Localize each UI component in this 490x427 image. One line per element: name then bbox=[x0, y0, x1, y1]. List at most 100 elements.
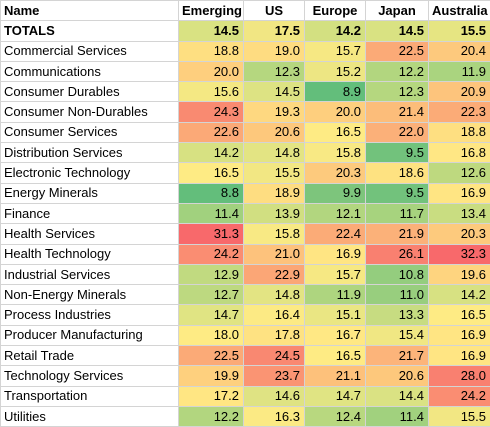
value-cell[interactable]: 12.4 bbox=[305, 406, 366, 426]
value-cell[interactable]: 28.0 bbox=[429, 366, 490, 386]
value-cell[interactable]: 16.4 bbox=[244, 305, 305, 325]
value-cell[interactable]: 15.5 bbox=[429, 406, 490, 426]
value-cell[interactable]: 18.8 bbox=[429, 122, 490, 142]
value-cell[interactable]: 13.3 bbox=[366, 305, 429, 325]
value-cell[interactable]: 20.0 bbox=[179, 61, 244, 81]
row-name-cell[interactable]: Commercial Services bbox=[1, 41, 179, 61]
value-cell[interactable]: 16.5 bbox=[305, 346, 366, 366]
value-cell[interactable]: 12.7 bbox=[179, 285, 244, 305]
value-cell[interactable]: 21.7 bbox=[366, 346, 429, 366]
value-cell[interactable]: 18.8 bbox=[179, 41, 244, 61]
value-cell[interactable]: 12.1 bbox=[305, 203, 366, 223]
row-name-cell[interactable]: Finance bbox=[1, 203, 179, 223]
row-name-cell[interactable]: Consumer Durables bbox=[1, 82, 179, 102]
value-cell[interactable]: 14.5 bbox=[366, 21, 429, 41]
value-cell[interactable]: 20.3 bbox=[305, 163, 366, 183]
row-name-cell[interactable]: Consumer Non-Durables bbox=[1, 102, 179, 122]
value-cell[interactable]: 12.6 bbox=[429, 163, 490, 183]
value-cell[interactable]: 22.4 bbox=[305, 224, 366, 244]
value-cell[interactable]: 21.1 bbox=[305, 366, 366, 386]
value-cell[interactable]: 10.8 bbox=[366, 264, 429, 284]
column-header-europe[interactable]: Europe bbox=[305, 1, 366, 21]
value-cell[interactable]: 20.6 bbox=[244, 122, 305, 142]
value-cell[interactable]: 15.5 bbox=[429, 21, 490, 41]
column-header-japan[interactable]: Japan bbox=[366, 1, 429, 21]
value-cell[interactable]: 16.9 bbox=[429, 183, 490, 203]
value-cell[interactable]: 17.5 bbox=[244, 21, 305, 41]
value-cell[interactable]: 16.7 bbox=[305, 325, 366, 345]
row-name-cell[interactable]: Distribution Services bbox=[1, 143, 179, 163]
value-cell[interactable]: 14.7 bbox=[305, 386, 366, 406]
value-cell[interactable]: 26.1 bbox=[366, 244, 429, 264]
value-cell[interactable]: 12.9 bbox=[179, 264, 244, 284]
row-name-cell[interactable]: Utilities bbox=[1, 406, 179, 426]
value-cell[interactable]: 14.4 bbox=[366, 386, 429, 406]
row-name-cell[interactable]: Health Services bbox=[1, 224, 179, 244]
row-name-cell[interactable]: Producer Manufacturing bbox=[1, 325, 179, 345]
value-cell[interactable]: 11.7 bbox=[366, 203, 429, 223]
value-cell[interactable]: 8.8 bbox=[179, 183, 244, 203]
row-name-cell[interactable]: Energy Minerals bbox=[1, 183, 179, 203]
column-header-emerging[interactable]: Emerging bbox=[179, 1, 244, 21]
value-cell[interactable]: 14.8 bbox=[244, 285, 305, 305]
value-cell[interactable]: 17.8 bbox=[244, 325, 305, 345]
value-cell[interactable]: 16.5 bbox=[179, 163, 244, 183]
value-cell[interactable]: 24.3 bbox=[179, 102, 244, 122]
value-cell[interactable]: 20.4 bbox=[429, 41, 490, 61]
row-name-cell[interactable]: Retail Trade bbox=[1, 346, 179, 366]
value-cell[interactable]: 19.9 bbox=[179, 366, 244, 386]
value-cell[interactable]: 15.5 bbox=[244, 163, 305, 183]
value-cell[interactable]: 19.0 bbox=[244, 41, 305, 61]
value-cell[interactable]: 22.5 bbox=[179, 346, 244, 366]
column-header-name[interactable]: Name bbox=[1, 1, 179, 21]
column-header-australia[interactable]: Australia bbox=[429, 1, 490, 21]
value-cell[interactable]: 20.3 bbox=[429, 224, 490, 244]
value-cell[interactable]: 22.9 bbox=[244, 264, 305, 284]
row-name-cell[interactable]: TOTALS bbox=[1, 21, 179, 41]
value-cell[interactable]: 24.2 bbox=[429, 386, 490, 406]
value-cell[interactable]: 9.5 bbox=[366, 183, 429, 203]
value-cell[interactable]: 16.9 bbox=[305, 244, 366, 264]
row-name-cell[interactable]: Communications bbox=[1, 61, 179, 81]
value-cell[interactable]: 11.9 bbox=[305, 285, 366, 305]
value-cell[interactable]: 16.9 bbox=[429, 325, 490, 345]
value-cell[interactable]: 12.3 bbox=[366, 82, 429, 102]
value-cell[interactable]: 21.4 bbox=[366, 102, 429, 122]
value-cell[interactable]: 15.7 bbox=[305, 264, 366, 284]
value-cell[interactable]: 14.5 bbox=[244, 82, 305, 102]
value-cell[interactable]: 24.5 bbox=[244, 346, 305, 366]
value-cell[interactable]: 16.5 bbox=[305, 122, 366, 142]
value-cell[interactable]: 23.7 bbox=[244, 366, 305, 386]
row-name-cell[interactable]: Process Industries bbox=[1, 305, 179, 325]
value-cell[interactable]: 14.2 bbox=[429, 285, 490, 305]
value-cell[interactable]: 21.0 bbox=[244, 244, 305, 264]
value-cell[interactable]: 18.9 bbox=[244, 183, 305, 203]
value-cell[interactable]: 15.6 bbox=[179, 82, 244, 102]
value-cell[interactable]: 16.8 bbox=[429, 143, 490, 163]
value-cell[interactable]: 22.6 bbox=[179, 122, 244, 142]
value-cell[interactable]: 15.4 bbox=[366, 325, 429, 345]
row-name-cell[interactable]: Health Technology bbox=[1, 244, 179, 264]
row-name-cell[interactable]: Industrial Services bbox=[1, 264, 179, 284]
value-cell[interactable]: 14.5 bbox=[179, 21, 244, 41]
value-cell[interactable]: 11.4 bbox=[366, 406, 429, 426]
value-cell[interactable]: 20.9 bbox=[429, 82, 490, 102]
value-cell[interactable]: 12.2 bbox=[179, 406, 244, 426]
row-name-cell[interactable]: Consumer Services bbox=[1, 122, 179, 142]
row-name-cell[interactable]: Technology Services bbox=[1, 366, 179, 386]
value-cell[interactable]: 20.0 bbox=[305, 102, 366, 122]
value-cell[interactable]: 16.5 bbox=[429, 305, 490, 325]
value-cell[interactable]: 15.8 bbox=[244, 224, 305, 244]
value-cell[interactable]: 22.5 bbox=[366, 41, 429, 61]
row-name-cell[interactable]: Non-Energy Minerals bbox=[1, 285, 179, 305]
value-cell[interactable]: 22.0 bbox=[366, 122, 429, 142]
value-cell[interactable]: 15.1 bbox=[305, 305, 366, 325]
value-cell[interactable]: 14.7 bbox=[179, 305, 244, 325]
value-cell[interactable]: 11.0 bbox=[366, 285, 429, 305]
value-cell[interactable]: 14.2 bbox=[305, 21, 366, 41]
value-cell[interactable]: 16.3 bbox=[244, 406, 305, 426]
column-header-us[interactable]: US bbox=[244, 1, 305, 21]
value-cell[interactable]: 21.9 bbox=[366, 224, 429, 244]
value-cell[interactable]: 11.9 bbox=[429, 61, 490, 81]
value-cell[interactable]: 15.2 bbox=[305, 61, 366, 81]
